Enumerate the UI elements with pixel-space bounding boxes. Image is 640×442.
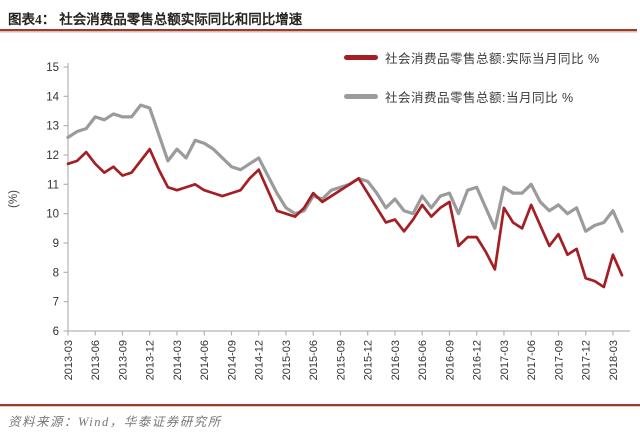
y-tick-label: 10 (46, 209, 59, 221)
y-tick-label: 15 (46, 62, 59, 74)
legend: 社会消费品零售总额:实际当月同比 % 社会消费品零售总额:当月同比 % (344, 50, 600, 128)
x-tick-label: 2016-06 (417, 340, 429, 380)
x-tick-label: 2015-09 (335, 340, 347, 380)
x-tick-label: 2013-12 (145, 340, 157, 380)
legend-item: 社会消费品零售总额:实际当月同比 % (344, 50, 600, 66)
source-note: 资料来源：Wind，华泰证券研究所 (8, 415, 222, 429)
legend-label: 社会消费品零售总额:当月同比 % (385, 91, 574, 105)
x-tick-label: 2015-12 (363, 340, 375, 380)
x-tick-label: 2015-03 (281, 340, 293, 380)
y-tick-label: 14 (46, 91, 59, 103)
x-tick-label: 2013-03 (63, 340, 75, 380)
figure-title: 图表4： 社会消费品零售总额实际同比和同比增速 (8, 8, 632, 28)
figure-title-text: 社会消费品零售总额实际同比和同比增速 (59, 12, 303, 27)
x-tick-label: 2016-03 (390, 340, 402, 380)
x-tick-label: 2013-09 (117, 340, 129, 380)
legend-item: 社会消费品零售总额:当月同比 % (344, 89, 600, 105)
y-tick-label: 8 (53, 267, 59, 279)
y-tick-label: 13 (46, 121, 59, 133)
x-tick-label: 2017-12 (581, 340, 593, 380)
x-tick-label: 2017-03 (499, 340, 511, 380)
y-tick-label: 7 (53, 297, 59, 309)
x-tick-label: 2014-09 (226, 340, 238, 380)
y-axis-title: (%) (8, 190, 20, 208)
real-yoy-line (66, 147, 624, 289)
y-tick-label: 9 (53, 238, 59, 250)
legend-swatch (344, 54, 378, 61)
y-tick-label: 11 (47, 179, 59, 191)
x-tick-label: 2016-12 (472, 340, 484, 380)
x-tick-label: 2014-03 (172, 340, 184, 380)
title-rule (0, 29, 637, 31)
legend-swatch (344, 93, 378, 100)
y-tick-label: 12 (46, 150, 59, 162)
x-tick-label: 2016-09 (444, 340, 456, 380)
footer-rule (0, 404, 640, 406)
x-tick-label: 2017-09 (553, 340, 565, 380)
figure-label: 图表4： (8, 12, 56, 27)
x-tick-label: 2018-03 (608, 340, 620, 380)
x-tick-label: 2014-06 (199, 340, 211, 380)
x-tick-label: 2015-06 (308, 340, 320, 380)
x-tick-label: 2017-06 (526, 340, 538, 380)
x-tick-label: 2014-12 (254, 340, 266, 380)
y-tick-label: 6 (53, 326, 59, 338)
legend-label: 社会消费品零售总额:实际当月同比 % (385, 52, 600, 66)
x-tick-label: 2013-06 (90, 340, 102, 380)
